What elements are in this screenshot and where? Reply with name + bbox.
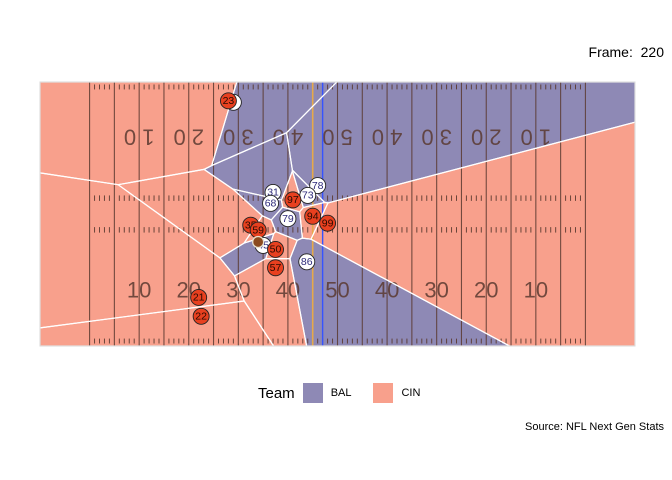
player-cin-97: 97 [284, 191, 302, 209]
yard-number-top: 4 0 [372, 125, 403, 150]
voronoi-edge [203, 132, 293, 201]
football [252, 235, 265, 249]
player-marker [219, 92, 237, 110]
yard-number-bottom: 30 [424, 277, 448, 302]
voronoi-cell-cin [118, 169, 263, 258]
player-jersey: 73 [302, 190, 314, 202]
player-jersey: 45 [257, 240, 269, 252]
player-marker [284, 191, 302, 209]
voronoi-cell-bal [204, 132, 293, 201]
legend-key-cin [373, 383, 394, 403]
player-jersey: 22 [195, 311, 207, 323]
player-bal-73: 73 [299, 186, 317, 204]
player-cin-50: 50 [267, 240, 284, 258]
player-marker [262, 194, 280, 212]
player-cin-21: 21 [190, 289, 208, 306]
player-jersey: 31 [267, 187, 279, 199]
player-cin-94: 94 [304, 207, 322, 225]
voronoi-cell-bal [211, 82, 337, 166]
players: 57873316879864523979499355950572122 [190, 92, 337, 325]
player-bal-68: 68 [262, 194, 280, 212]
yard-number-bottom: 40 [375, 277, 399, 302]
yard-number-top: 3 0 [223, 125, 254, 150]
frame-label-text: Frame: [588, 44, 633, 60]
player-jersey: 59 [252, 224, 264, 236]
player-cin-99: 99 [319, 214, 337, 232]
voronoi-cell-bal [286, 82, 635, 203]
voronoi-cell-cin [234, 258, 307, 346]
player-marker [298, 253, 316, 271]
yard-number-bottom: 20 [474, 277, 498, 302]
player-jersey: 23 [223, 95, 235, 107]
player-marker [279, 210, 297, 228]
voronoi-cell-bal [232, 189, 283, 220]
player-marker [267, 259, 284, 277]
voronoi-cell-cin [40, 172, 245, 328]
voronoi-cell-cin [311, 122, 635, 346]
player-jersey: 78 [312, 180, 324, 192]
player-jersey: 97 [287, 194, 299, 206]
player-jersey: 68 [265, 198, 277, 210]
yard-number-top: 2 0 [471, 125, 502, 150]
player-cin-57: 57 [267, 259, 284, 277]
player-cin-22: 22 [192, 307, 210, 325]
player-bal-79: 79 [279, 210, 297, 228]
legend-label-cin: CIN [401, 387, 421, 399]
yard-number-top: 1 0 [124, 125, 155, 150]
player-jersey: 79 [282, 213, 294, 225]
frame-label: Frame: 220 [589, 44, 664, 60]
voronoi-edges [39, 81, 636, 347]
frame-number: 220 [640, 44, 664, 60]
legend-label-bal: BAL [330, 387, 352, 399]
player-marker [190, 289, 208, 306]
yard-number-top: 5 0 [322, 125, 353, 150]
player-cin-23: 23 [219, 92, 237, 110]
player-bal-86: 86 [298, 253, 316, 271]
legend-title: Team [258, 384, 295, 402]
player-jersey: 57 [270, 262, 282, 274]
player-jersey: 21 [193, 292, 205, 304]
player-marker [319, 214, 337, 232]
player-marker [192, 307, 210, 325]
source-caption: Source: NFL Next Gen Stats [525, 421, 664, 433]
yard-number-bottom: 10 [127, 277, 151, 302]
player-jersey: 86 [301, 256, 313, 268]
player-jersey: 99 [322, 217, 334, 229]
yard-number-top: 2 0 [173, 125, 204, 150]
field-border-top [39, 81, 636, 347]
voronoi-cell-cin [40, 301, 274, 346]
player-jersey: 50 [270, 244, 282, 256]
legend: Team BAL CIN [258, 383, 442, 403]
player-cin-59: 59 [249, 221, 267, 239]
yard-number-bottom: 50 [325, 277, 349, 302]
yard-number-top: 3 0 [421, 125, 452, 150]
player-jersey: 94 [307, 211, 319, 223]
voronoi-cell-bal [290, 238, 510, 346]
voronoi-team-regions [40, 82, 635, 346]
yard-number-bottom: 10 [524, 277, 548, 302]
player-jersey: 35 [245, 219, 257, 231]
player-marker [304, 207, 322, 225]
legend-key-bal [302, 383, 323, 403]
yard-number-bottom: 30 [226, 277, 250, 302]
player-marker [267, 240, 284, 258]
